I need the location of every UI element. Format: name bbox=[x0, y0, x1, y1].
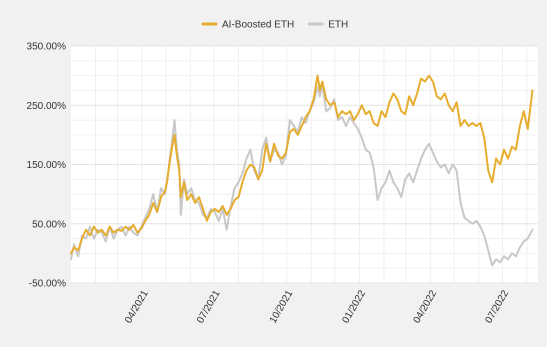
y-tick-label: 250.00% bbox=[27, 101, 67, 112]
y-tick-label: -50.00% bbox=[29, 279, 66, 290]
x-tick-label: 07/2022 bbox=[483, 288, 511, 325]
x-axis-labels: 04/2021 07/2021 10/2021 01/2022 04/2022 07/20… bbox=[123, 288, 511, 325]
x-tick-label: 10/2021 bbox=[268, 288, 296, 325]
x-tick-label: 04/2022 bbox=[412, 288, 440, 325]
x-tick-label: 07/2021 bbox=[195, 288, 223, 325]
y-tick-label: 50.00% bbox=[32, 219, 66, 230]
x-tick-label: 01/2022 bbox=[340, 288, 368, 325]
series-lines bbox=[70, 74, 534, 267]
y-tick-label: 150.00% bbox=[27, 160, 67, 171]
legend-label: ETH bbox=[328, 20, 348, 31]
series-line bbox=[70, 74, 534, 255]
legend-label: AI-Boosted ETH bbox=[222, 20, 294, 31]
series-line bbox=[70, 83, 534, 267]
y-axis-labels: -50.00% 50.00% 150.00% 250.00% 350.00% bbox=[27, 42, 67, 290]
x-tick-label: 04/2021 bbox=[123, 288, 151, 325]
y-tick-label: 350.00% bbox=[27, 42, 67, 53]
legend: AI-Boosted ETH ETH bbox=[201, 20, 348, 31]
